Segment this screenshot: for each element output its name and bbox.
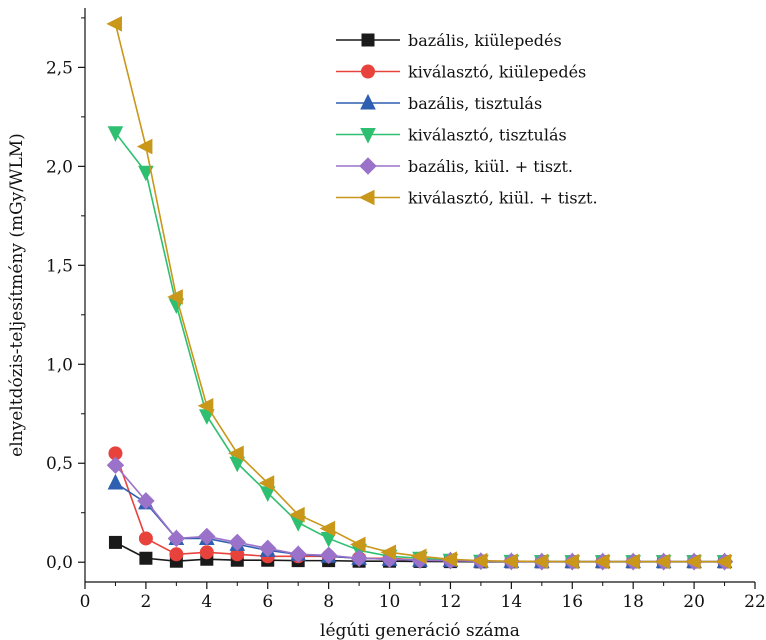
legend-item: kiválasztó, kiülepedés bbox=[336, 63, 586, 82]
data-point bbox=[139, 551, 153, 565]
y-tick-label: 0,5 bbox=[46, 454, 73, 474]
legend-marker bbox=[358, 189, 375, 206]
data-point bbox=[138, 531, 153, 546]
data-point bbox=[319, 546, 338, 564]
legend-label: bazális, kiül. + tiszt. bbox=[408, 157, 573, 176]
series-2 bbox=[108, 446, 732, 569]
legend-marker bbox=[359, 157, 377, 175]
data-point bbox=[106, 456, 125, 474]
data-point bbox=[593, 553, 610, 570]
x-tick-label: 10 bbox=[379, 592, 401, 612]
data-point bbox=[441, 551, 457, 568]
legend-marker bbox=[361, 64, 375, 79]
data-point bbox=[259, 539, 277, 558]
plot-area: 0 2 4 6 8 10 12 14 16 18 20 22 0,0 0,5 1,0 1,5 2,0 2,5 bbox=[46, 8, 766, 612]
data-point bbox=[289, 506, 305, 523]
data-point bbox=[167, 289, 183, 305]
x-axis-ticks: 0 2 4 6 8 10 12 14 16 18 20 22 bbox=[80, 582, 766, 612]
y-axis-ticks: 0,0 0,5 1,0 1,5 2,0 2,5 bbox=[46, 17, 85, 573]
data-point bbox=[137, 492, 155, 510]
data-point bbox=[106, 16, 122, 32]
y-tick-label: 2,5 bbox=[46, 58, 73, 78]
data-point bbox=[624, 553, 640, 570]
data-point bbox=[563, 553, 579, 570]
data-point bbox=[107, 473, 124, 490]
x-tick-label: 4 bbox=[201, 592, 212, 612]
legend-label: kiválasztó, kiülepedés bbox=[408, 63, 586, 82]
data-point bbox=[108, 535, 122, 549]
y-tick-label: 1,0 bbox=[46, 355, 73, 375]
y-tick-label: 0,0 bbox=[46, 553, 73, 573]
data-point bbox=[502, 553, 518, 570]
legend-item: bazális, tisztulás bbox=[336, 93, 542, 113]
data-point bbox=[258, 475, 275, 491]
y-tick-label: 2,0 bbox=[46, 157, 73, 177]
x-tick-label: 14 bbox=[501, 592, 523, 612]
data-point bbox=[197, 398, 214, 414]
x-axis-title: légúti generáció száma bbox=[320, 621, 520, 640]
y-tick-label: 1,5 bbox=[46, 256, 73, 276]
y-axis-title: elnyeltdózis-teljesítmény (mGy/WLM) bbox=[7, 133, 27, 457]
data-point bbox=[715, 553, 732, 570]
legend-marker bbox=[360, 93, 376, 110]
x-tick-label: 16 bbox=[561, 592, 583, 612]
legend-label: bazális, kiülepedés bbox=[408, 31, 562, 50]
data-point bbox=[532, 553, 549, 570]
legend-item: bazális, kiül. + tiszt. bbox=[336, 157, 573, 176]
x-tick-label: 20 bbox=[683, 592, 705, 612]
legend-label: kiválasztó, kiül. + tiszt. bbox=[408, 189, 598, 208]
legend-marker bbox=[360, 128, 376, 144]
data-point bbox=[319, 520, 336, 537]
data-point bbox=[684, 553, 701, 570]
data-point bbox=[410, 548, 427, 565]
legend: bazális, kiülepedés kiválasztó, kiülepedé… bbox=[336, 31, 598, 208]
x-tick-label: 12 bbox=[440, 592, 462, 612]
data-point bbox=[228, 445, 244, 462]
data-point bbox=[199, 545, 214, 560]
x-tick-label: 6 bbox=[262, 592, 273, 612]
legend-label: kiválasztó, tisztulás bbox=[408, 126, 567, 145]
legend-item: kiválasztó, tisztulás bbox=[336, 126, 567, 145]
data-point bbox=[107, 126, 124, 142]
x-tick-label: 22 bbox=[744, 592, 766, 612]
x-tick-label: 8 bbox=[323, 592, 334, 612]
data-point bbox=[349, 536, 366, 553]
data-point bbox=[289, 545, 307, 563]
data-point bbox=[380, 544, 397, 561]
data-point bbox=[654, 553, 671, 570]
x-tick-label: 2 bbox=[140, 592, 151, 612]
x-tick-label: 18 bbox=[622, 592, 644, 612]
data-point bbox=[138, 165, 154, 182]
series-6 bbox=[106, 16, 732, 570]
data-point bbox=[228, 533, 246, 552]
legend-item: kiválasztó, kiül. + tiszt. bbox=[336, 189, 598, 208]
legend-label: bazális, tisztulás bbox=[408, 94, 542, 113]
data-point bbox=[167, 529, 186, 548]
legend-item: bazális, kiülepedés bbox=[336, 31, 562, 50]
legend-marker bbox=[361, 33, 375, 47]
x-tick-label: 0 bbox=[80, 592, 91, 612]
data-point bbox=[169, 547, 184, 562]
data-point bbox=[198, 527, 216, 546]
series-layer bbox=[106, 16, 734, 571]
data-point bbox=[350, 549, 368, 567]
data-point bbox=[471, 552, 488, 569]
data-point bbox=[136, 138, 153, 155]
